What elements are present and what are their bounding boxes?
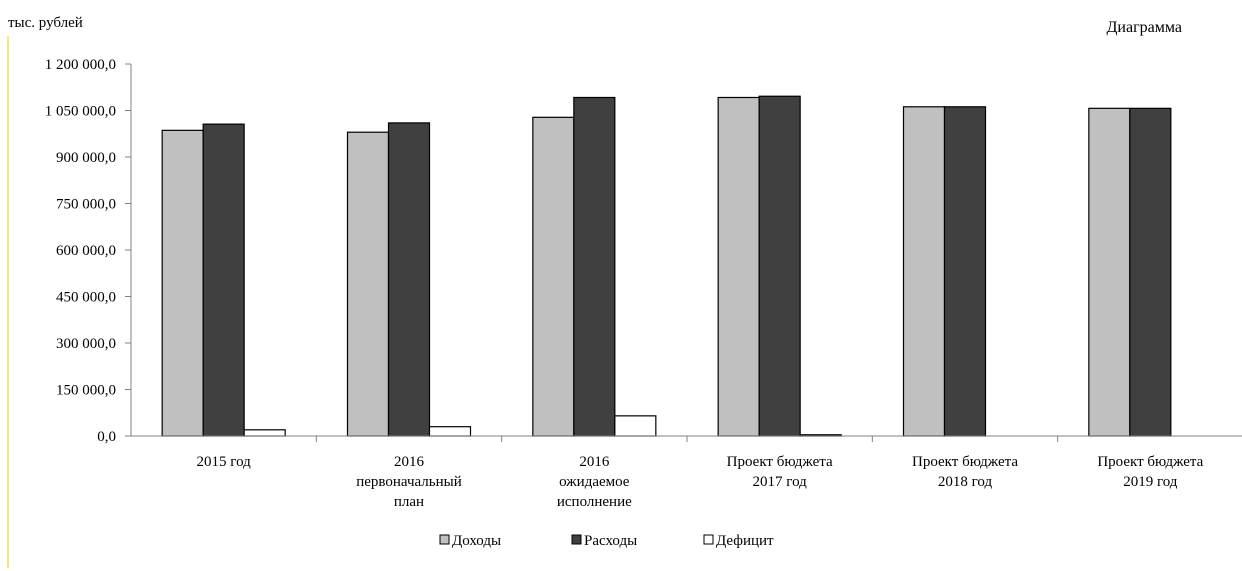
y-tick-label: 1 200 000,0 xyxy=(45,57,116,73)
x-tick-label: Проект бюджета xyxy=(912,454,1018,470)
legend-swatch xyxy=(571,534,582,545)
bar-income xyxy=(717,96,760,437)
y-tick-label: 450 000,0 xyxy=(56,290,116,306)
unit-label: тыс. рублей xyxy=(8,15,83,31)
y-tick-label: 750 000,0 xyxy=(56,197,116,213)
bar-income xyxy=(346,131,390,437)
x-tick-label: 2018 год xyxy=(938,474,993,490)
bar-income xyxy=(1088,107,1131,437)
y-tick-label: 300 000,0 xyxy=(56,336,116,352)
legend-label: Расходы xyxy=(584,533,637,549)
x-tick-label: Проект бюджета xyxy=(1097,454,1203,470)
x-tick-label: 2016 xyxy=(579,454,610,470)
bar-expenses xyxy=(573,96,616,437)
x-axis-tick-labels: 2015 год 2016 первоначальный план 2016 ожидае… xyxy=(197,454,1204,510)
bar-deficit xyxy=(243,429,286,437)
x-tick-label: 2017 год xyxy=(753,474,808,490)
legend-swatch xyxy=(703,534,714,545)
chart-title: Диаграмма xyxy=(1107,19,1182,36)
bars xyxy=(161,95,1172,437)
x-tick-label: план xyxy=(394,494,424,510)
axes xyxy=(125,63,1242,442)
y-tick-label: 1 050 000,0 xyxy=(45,104,116,120)
x-tick-label: 2015 год xyxy=(197,454,252,470)
bar-deficit xyxy=(614,415,657,437)
bar-expenses xyxy=(202,123,245,437)
bar-deficit xyxy=(428,426,472,437)
x-tick-label: ожидаемое xyxy=(559,474,630,490)
y-tick-label: 600 000,0 xyxy=(56,243,116,259)
legend-label: Доходы xyxy=(452,533,501,549)
x-tick-label: исполнение xyxy=(557,494,632,510)
legend: Доходы Расходы Дефицит xyxy=(439,533,774,549)
y-tick-label: 900 000,0 xyxy=(56,150,116,166)
bar-income xyxy=(161,129,204,437)
bar-expenses xyxy=(1129,107,1172,437)
y-tick-label: 150 000,0 xyxy=(56,383,116,399)
y-tick-label: 0,0 xyxy=(97,429,116,445)
bar-income xyxy=(532,116,575,437)
x-tick-label: Проект бюджета xyxy=(727,454,833,470)
y-axis-tick-labels: 0,0 150 000,0 300 000,0 450 000,0 600 000,0 7… xyxy=(45,57,116,445)
legend-swatch xyxy=(439,534,450,545)
x-tick-label: 2016 xyxy=(394,454,425,470)
bar-expenses xyxy=(387,122,431,437)
bar-expenses xyxy=(943,106,987,437)
x-tick-label: 2019 год xyxy=(1123,474,1178,490)
legend-label: Дефицит xyxy=(716,533,774,549)
bar-income xyxy=(902,106,946,437)
bar-expenses xyxy=(758,95,801,437)
x-tick-label: первоначальный xyxy=(356,474,462,490)
